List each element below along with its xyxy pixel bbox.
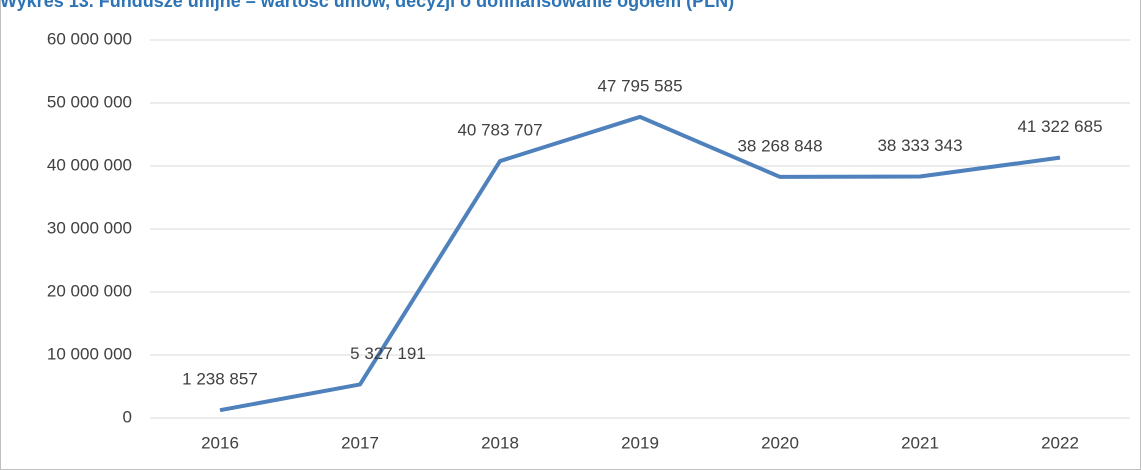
y-tick-label: 60 000 000 bbox=[47, 29, 132, 48]
x-tick-label: 2021 bbox=[901, 433, 939, 452]
data-label: 1 238 857 bbox=[182, 370, 258, 389]
x-tick-label: 2020 bbox=[761, 433, 799, 452]
y-tick-label: 30 000 000 bbox=[47, 218, 132, 237]
x-tick-label: 2019 bbox=[621, 433, 659, 452]
data-label: 40 783 707 bbox=[457, 121, 542, 140]
data-label: 47 795 585 bbox=[597, 76, 682, 95]
x-tick-label: 2022 bbox=[1041, 433, 1079, 452]
x-tick-label: 2016 bbox=[201, 433, 239, 452]
data-label: 41 322 685 bbox=[1017, 117, 1102, 136]
x-tick-label: 2017 bbox=[341, 433, 379, 452]
y-tick-label: 10 000 000 bbox=[47, 344, 132, 363]
line-series bbox=[219, 114, 1061, 413]
chart-title: Wykres 13. Fundusze unijne – wartość umó… bbox=[0, 0, 734, 11]
y-tick-label: 0 bbox=[123, 407, 132, 426]
data-label: 38 333 343 bbox=[877, 136, 962, 155]
y-tick-label: 50 000 000 bbox=[47, 92, 132, 111]
y-tick-label: 20 000 000 bbox=[47, 281, 132, 300]
data-label: 38 268 848 bbox=[737, 136, 822, 155]
data-label: 5 327 191 bbox=[350, 344, 426, 363]
x-tick-label: 2018 bbox=[481, 433, 519, 452]
y-tick-label: 40 000 000 bbox=[47, 155, 132, 174]
